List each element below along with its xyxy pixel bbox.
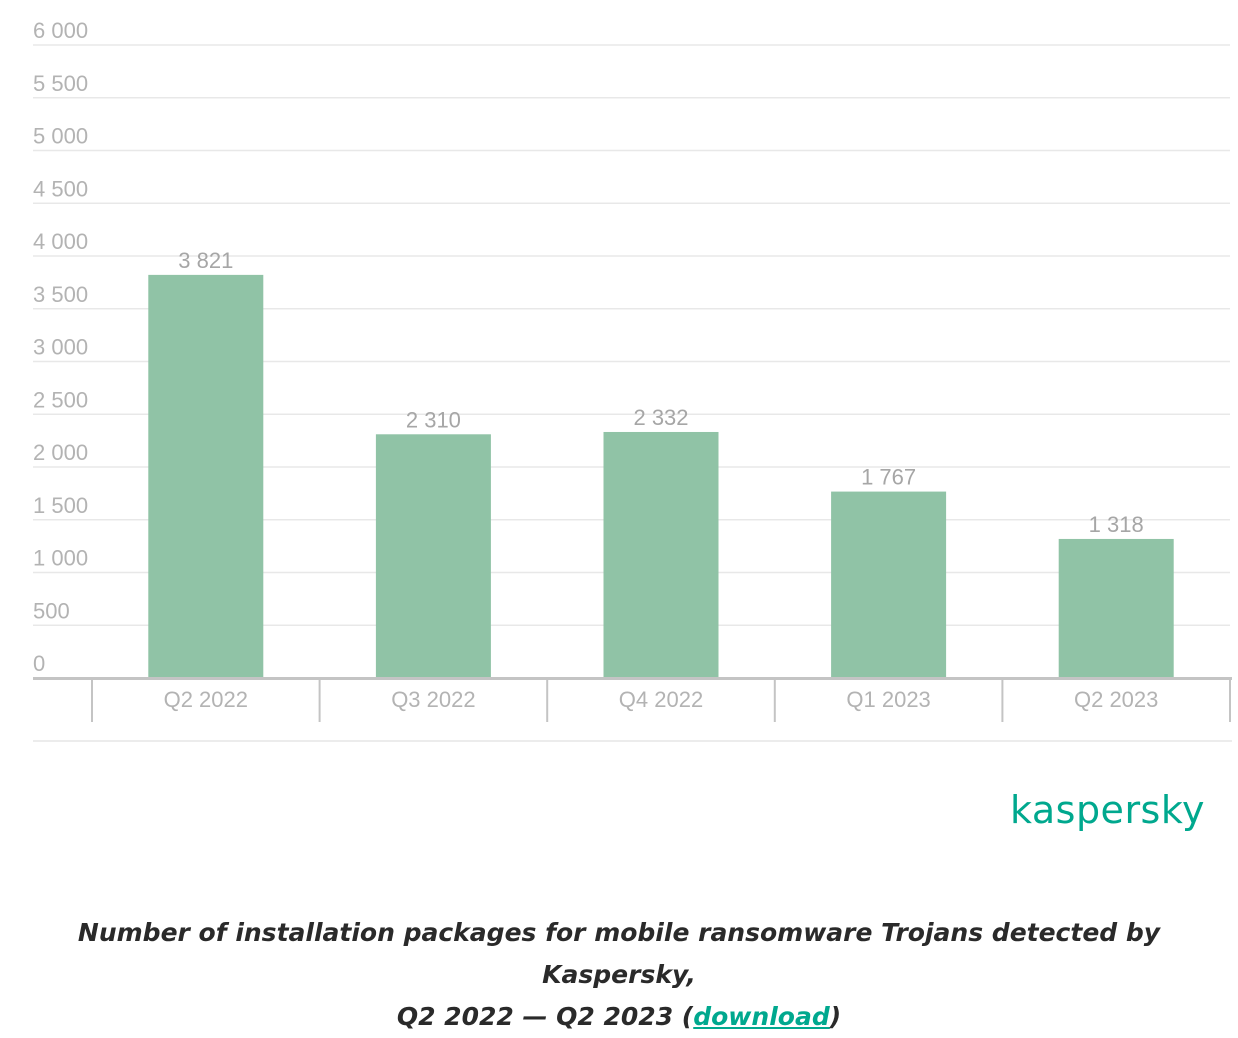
caption-line-1: Number of installation packages for mobi…: [77, 918, 1161, 989]
caption-line-2: Q2 2022 — Q2 2023 (download): [0, 996, 1238, 1038]
y-tick-label: 5 500: [33, 71, 88, 96]
bar-value-label: 3 821: [178, 248, 233, 273]
bar-value-label: 2 310: [406, 407, 461, 432]
y-tick-label: 5 000: [33, 124, 88, 149]
y-tick-label: 4 000: [33, 229, 88, 254]
value-labels: 3 821 2 310 2 332 1 767 1 318: [178, 248, 1143, 537]
bar: [375, 434, 491, 678]
x-category-label: Q1 2023: [846, 687, 930, 712]
kaspersky-logo: kaspersky: [1010, 788, 1205, 832]
x-category-label: Q3 2022: [391, 687, 475, 712]
download-link[interactable]: download: [693, 1002, 830, 1031]
bar: [148, 274, 264, 678]
y-tick-label: 3 000: [33, 335, 88, 360]
y-tick-label: 3 500: [33, 282, 88, 307]
y-tick-label: 0: [33, 651, 45, 676]
x-axis: Q2 2022 Q3 2022 Q4 2022 Q1 2023 Q2 2023: [33, 677, 1232, 742]
x-category-label: Q4 2022: [619, 687, 703, 712]
x-category-label: Q2 2022: [164, 687, 248, 712]
chart-caption: Number of installation packages for mobi…: [0, 912, 1238, 1038]
y-tick-label: 1 000: [33, 546, 88, 571]
bar-value-label: 2 332: [633, 405, 688, 430]
y-tick-label: 2 000: [33, 440, 88, 465]
y-axis-tick-labels: 0 500 1 000 1 500 2 000 2 500 3 000 3 500 4 000 4…: [33, 18, 88, 676]
y-tick-label: 1 500: [33, 493, 88, 518]
bar-chart: 0 500 1 000 1 500 2 000 2 500 3 000 3 500 4 000 4…: [33, 18, 1232, 832]
bars: [148, 274, 1174, 678]
bar: [831, 491, 947, 678]
caption-line-2-suffix: ): [829, 1002, 842, 1031]
y-tick-label: 6 000: [33, 18, 88, 43]
caption-line-2-prefix: Q2 2022 — Q2 2023 (: [396, 1002, 694, 1031]
x-category-label: Q2 2023: [1074, 687, 1158, 712]
bar: [1058, 538, 1174, 678]
y-tick-label: 500: [33, 598, 70, 623]
bar-value-label: 1 767: [861, 465, 916, 490]
bar-value-label: 1 318: [1089, 512, 1144, 537]
y-tick-label: 4 500: [33, 176, 88, 201]
y-tick-label: 2 500: [33, 387, 88, 412]
bar: [603, 431, 719, 678]
